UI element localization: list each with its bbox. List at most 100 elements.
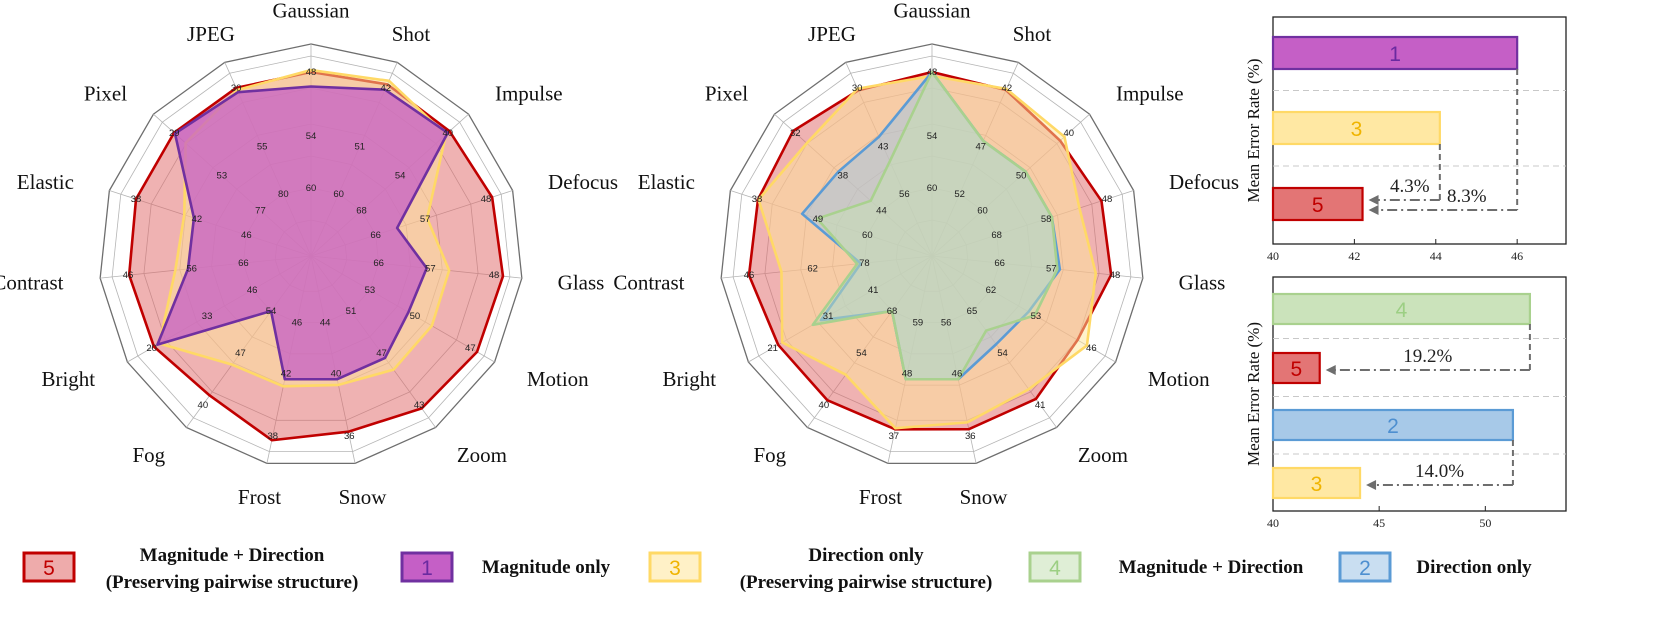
radar-category-label: Motion [527, 367, 589, 391]
radar-tick-label: 55 [257, 141, 268, 152]
radar-tick-label: 57 [420, 214, 431, 225]
radar-tick-label: 80 [278, 189, 289, 200]
radar-category-label: Fog [753, 443, 786, 467]
radar-tick-label: 30 [852, 83, 863, 94]
radar-tick-label: 44 [876, 205, 887, 216]
radar-category-label: Bright [662, 367, 716, 391]
radar-tick-label: 48 [902, 368, 913, 379]
radar-tick-label: 33 [202, 311, 213, 322]
radar-category-label: JPEG [187, 22, 235, 46]
radar-category-label: Fog [132, 443, 165, 467]
radar-category-label: Snow [960, 485, 1009, 509]
radar-tick-label: 47 [376, 348, 387, 359]
arrow-head [1368, 205, 1379, 215]
radar-category-label: Bright [41, 367, 95, 391]
annotation-label: 19.2% [1403, 346, 1452, 367]
radar-tick-label: 68 [887, 306, 898, 317]
bar-label-2: 2 [1387, 415, 1399, 438]
radar-tick-label: 21 [767, 343, 778, 354]
annotation-label: 14.0% [1415, 461, 1464, 482]
radar-tick-label: 44 [320, 318, 331, 329]
radar-tick-label: 56 [899, 189, 910, 200]
x-tick-label: 40 [1267, 249, 1279, 263]
legend-swatch-5 [22, 551, 76, 583]
radar-tick-label: 48 [489, 270, 500, 281]
radar-tick-label: 60 [306, 183, 317, 194]
arrow-head [1366, 480, 1377, 490]
radar-tick-label: 56 [941, 318, 952, 329]
legend: 5 Magnitude + Direction (Preserving pairwi… [22, 545, 1532, 593]
radar-tick-label: 46 [952, 368, 963, 379]
bar-5 [1271, 186, 1364, 222]
arrow-head [1325, 365, 1336, 375]
radar-tick-label: 66 [994, 258, 1005, 269]
radar-tick-label: 29 [169, 128, 180, 139]
radar-tick-label: 46 [292, 318, 303, 329]
legend-swatch-1 [400, 551, 454, 583]
radar-category-label: Snow [339, 485, 388, 509]
radar-category-label: Defocus [548, 170, 618, 194]
radar-category-label: Shot [392, 22, 431, 46]
radar-category-label: Gaussian [894, 0, 971, 22]
radar-tick-label: 78 [859, 258, 870, 269]
radar-tick-label: 38 [267, 431, 278, 442]
radar-tick-label: 68 [356, 205, 367, 216]
radar-tick-label: 68 [991, 230, 1002, 241]
radar-tick-label: 40 [819, 400, 830, 411]
legend-text: Magnitude + Direction [1119, 557, 1304, 578]
radar-tick-label: 48 [1102, 194, 1113, 205]
radar-tick-label: 32 [790, 128, 801, 139]
radar-grid-ring [111, 55, 511, 453]
radar-tick-label: 43 [414, 400, 425, 411]
radar-tick-label: 57 [425, 264, 436, 275]
legend-number: 3 [669, 557, 681, 580]
radar-tick-label: 40 [442, 128, 453, 139]
radar-category-label: Contrast [0, 270, 64, 294]
radar-tick-label: 60 [927, 183, 938, 194]
radar-tick-label: 52 [954, 189, 965, 200]
legend-swatch-2 [1338, 551, 1392, 583]
legend-swatch-3 [648, 551, 702, 583]
radar-tick-label: 66 [373, 258, 384, 269]
radar-category-label: Pixel [84, 81, 127, 105]
radar-tick-label: 59 [913, 318, 924, 329]
bar-chart-top: 1 3 5 4.3% 8.3% 40 42 44 46 Mean Error Rate (%) [1244, 16, 1567, 263]
radar-tick-label: 40 [1063, 128, 1074, 139]
radar-tick-label: 54 [927, 131, 938, 142]
radar-tick-label: 54 [266, 306, 277, 317]
radar-tick-label: 47 [976, 141, 987, 152]
radar-tick-label: 46 [1086, 343, 1097, 354]
y-axis-label: Mean Error Rate (%) [1244, 59, 1263, 203]
radar-tick-label: 46 [744, 270, 755, 281]
legend-text: Magnitude + Direction [140, 545, 325, 566]
arrow-head [1368, 195, 1379, 205]
bar-label-3: 3 [1311, 473, 1323, 496]
radar-category-label: Defocus [1169, 170, 1239, 194]
radar-tick-label: 50 [410, 311, 421, 322]
radar-tick-label: 37 [888, 431, 899, 442]
radar-tick-label: 30 [231, 83, 242, 94]
radar-tick-label: 54 [997, 348, 1008, 359]
x-tick-label: 45 [1373, 516, 1385, 530]
bar-label-5: 5 [1312, 194, 1324, 217]
radar-tick-label: 20 [146, 343, 157, 354]
radar-tick-label: 31 [823, 311, 834, 322]
x-tick-label: 50 [1479, 516, 1491, 530]
radar-tick-label: 42 [192, 214, 203, 225]
bar-1 [1271, 35, 1519, 71]
radar-tick-label: 66 [370, 230, 381, 241]
radar-category-label: Impulse [495, 81, 563, 105]
radar-tick-label: 42 [1002, 83, 1013, 94]
radar-tick-label: 54 [395, 171, 406, 182]
legend-swatch-4 [1028, 551, 1082, 583]
legend-text: Direction only [808, 545, 924, 566]
bar-3 [1271, 466, 1362, 500]
radar-tick-label: 66 [238, 258, 249, 269]
bar-4 [1271, 292, 1532, 326]
radar-tick-label: 60 [333, 189, 344, 200]
radar-tick-label: 47 [465, 343, 476, 354]
radar-tick-label: 53 [217, 171, 228, 182]
radar-tick-label: 49 [813, 214, 824, 225]
radar-tick-label: 53 [365, 285, 376, 296]
